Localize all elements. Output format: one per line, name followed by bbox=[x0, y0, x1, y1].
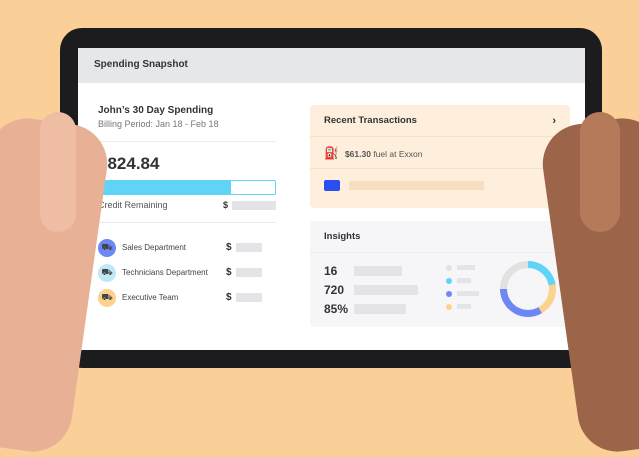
department-row[interactable]: ⛟ Technicians Department $ bbox=[98, 260, 276, 285]
stat-value: 85% bbox=[324, 301, 349, 316]
placeholder bbox=[457, 304, 471, 309]
credit-progress-fill bbox=[99, 181, 231, 194]
placeholder bbox=[457, 278, 471, 283]
placeholder bbox=[232, 200, 276, 210]
divider bbox=[98, 222, 276, 223]
currency: $ bbox=[222, 200, 228, 210]
legend-dot bbox=[446, 303, 452, 310]
stat-value: 16 bbox=[324, 263, 338, 278]
stat-row: 16 bbox=[324, 261, 418, 280]
credit-progress-bar bbox=[98, 180, 276, 195]
truck-icon: ⛟ bbox=[98, 288, 116, 307]
department-label: Sales Department bbox=[122, 243, 187, 252]
spending-amount: $824.84 bbox=[98, 154, 160, 173]
left-thumb bbox=[40, 112, 76, 232]
placeholder bbox=[349, 180, 484, 190]
transaction-amount: $61.30 bbox=[344, 148, 371, 159]
truck-icon: ⛟ bbox=[98, 238, 116, 257]
transaction-row[interactable]: ⛽$61.30 fuel at Exxon› bbox=[310, 137, 570, 169]
credit-label: Credit Remaining bbox=[98, 200, 168, 210]
placeholder bbox=[457, 265, 475, 270]
divider bbox=[98, 141, 276, 142]
transaction-row[interactable]: › bbox=[310, 169, 570, 201]
billing-period: Billing Period: Jan 18 - Feb 18 bbox=[98, 119, 219, 129]
placeholder bbox=[236, 293, 262, 302]
placeholder bbox=[354, 265, 402, 276]
placeholder bbox=[354, 284, 418, 295]
placeholder bbox=[457, 291, 479, 296]
screen: Spending Snapshot John’s 30 Day Spending… bbox=[78, 48, 585, 350]
legend-dot bbox=[446, 264, 452, 271]
card-icon bbox=[324, 179, 340, 191]
department-row[interactable]: ⛟ Executive Team $ bbox=[98, 285, 276, 310]
page-title: Spending Snapshot bbox=[78, 48, 585, 83]
currency: $ bbox=[226, 292, 232, 303]
chart-legend bbox=[446, 261, 479, 318]
department-label: Executive Team bbox=[122, 293, 179, 302]
summary-title: John’s 30 Day Spending bbox=[98, 105, 214, 116]
card-title: Recent Transactions bbox=[324, 115, 417, 126]
stat-value: 720 bbox=[324, 282, 345, 297]
placeholder bbox=[236, 268, 262, 277]
department-row[interactable]: ⛟ Sales Department $ bbox=[98, 235, 276, 260]
spending-summary: John’s 30 Day Spending Billing Period: J… bbox=[98, 105, 276, 310]
credit-remaining-row: Credit Remaining $ bbox=[98, 200, 276, 210]
stat-row: 85% bbox=[324, 299, 418, 318]
truck-icon: ⛟ bbox=[98, 263, 116, 282]
legend-dot bbox=[446, 290, 452, 297]
card-title: Insights bbox=[324, 231, 361, 242]
currency: $ bbox=[226, 242, 232, 253]
insights-card[interactable]: Insights› 16 720 85% bbox=[310, 221, 570, 327]
donut-chart bbox=[500, 261, 556, 317]
transaction-desc: fuel at Exxon bbox=[370, 148, 423, 159]
stat-row: 720 bbox=[324, 280, 418, 299]
fuel-pump-icon: ⛽ bbox=[324, 145, 339, 160]
placeholder bbox=[236, 243, 262, 252]
chevron-right-icon[interactable]: › bbox=[552, 114, 556, 127]
legend-dot bbox=[446, 277, 452, 284]
recent-transactions-card[interactable]: Recent Transactions › ⛽ $61.30 fuel at Exx… bbox=[310, 105, 570, 208]
right-thumb bbox=[580, 112, 620, 232]
currency: $ bbox=[226, 267, 232, 278]
department-label: Technicians Department bbox=[122, 268, 208, 277]
placeholder bbox=[354, 303, 406, 314]
